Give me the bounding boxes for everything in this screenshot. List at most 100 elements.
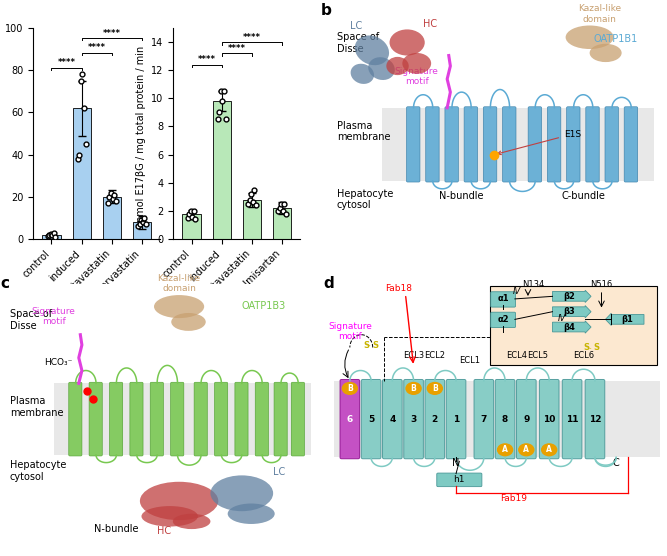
FancyBboxPatch shape: [548, 107, 561, 182]
Text: N516: N516: [590, 280, 612, 289]
Text: B: B: [347, 384, 353, 393]
FancyBboxPatch shape: [562, 379, 582, 459]
FancyBboxPatch shape: [406, 107, 420, 182]
FancyBboxPatch shape: [194, 383, 207, 456]
Ellipse shape: [171, 313, 205, 331]
Text: ****: ****: [103, 29, 121, 38]
Ellipse shape: [402, 53, 431, 74]
FancyBboxPatch shape: [540, 379, 559, 459]
Text: 9: 9: [523, 415, 530, 424]
FancyBboxPatch shape: [89, 383, 102, 456]
Bar: [273, 208, 291, 239]
FancyBboxPatch shape: [426, 107, 439, 182]
FancyBboxPatch shape: [502, 107, 516, 182]
FancyBboxPatch shape: [437, 473, 482, 486]
Y-axis label: pmol E17βG / mg total protein / min: pmol E17βG / mg total protein / min: [136, 46, 146, 221]
Ellipse shape: [227, 504, 275, 524]
Text: 4: 4: [389, 415, 396, 424]
Text: α2: α2: [498, 315, 509, 324]
FancyBboxPatch shape: [109, 383, 123, 456]
Text: Kazal-like
domain: Kazal-like domain: [578, 4, 621, 23]
Text: IV: IV: [514, 287, 522, 296]
Text: ECL1: ECL1: [459, 356, 480, 365]
Text: Kazal-like
domain: Kazal-like domain: [157, 274, 201, 293]
Text: ****: ****: [57, 58, 75, 67]
FancyBboxPatch shape: [215, 383, 227, 456]
Text: Signature
motif: Signature motif: [328, 322, 372, 341]
Text: C-bundle: C-bundle: [562, 191, 605, 201]
Text: ****: ****: [88, 43, 105, 52]
Ellipse shape: [390, 29, 425, 56]
Text: Space of
Disse: Space of Disse: [337, 32, 379, 53]
Text: 7: 7: [481, 415, 487, 424]
Text: HC: HC: [423, 19, 438, 29]
Text: S: S: [584, 343, 590, 352]
FancyBboxPatch shape: [130, 383, 143, 456]
Circle shape: [542, 444, 557, 456]
Text: N-bundle: N-bundle: [94, 524, 139, 534]
Circle shape: [519, 444, 534, 456]
Text: IV: IV: [558, 314, 566, 322]
FancyBboxPatch shape: [496, 379, 515, 459]
Text: A: A: [524, 445, 530, 454]
Text: N134: N134: [522, 280, 544, 289]
Text: S: S: [372, 340, 378, 350]
Ellipse shape: [154, 295, 204, 318]
Text: S: S: [594, 343, 600, 352]
Text: B: B: [411, 384, 416, 393]
Text: β1: β1: [622, 315, 634, 324]
Text: ECL4: ECL4: [506, 351, 527, 360]
FancyBboxPatch shape: [425, 379, 445, 459]
Bar: [490, 286, 657, 365]
Bar: [382, 108, 654, 181]
FancyBboxPatch shape: [383, 379, 402, 459]
FancyBboxPatch shape: [624, 107, 638, 182]
Ellipse shape: [590, 44, 622, 62]
Text: LC: LC: [350, 22, 362, 31]
Circle shape: [406, 383, 421, 394]
Text: ECL2: ECL2: [424, 351, 446, 360]
Bar: [213, 101, 231, 239]
FancyBboxPatch shape: [291, 383, 305, 456]
Bar: [334, 381, 660, 458]
FancyBboxPatch shape: [464, 107, 478, 182]
Ellipse shape: [210, 475, 273, 511]
FancyBboxPatch shape: [171, 383, 184, 456]
Text: 5: 5: [368, 415, 374, 424]
Circle shape: [498, 444, 513, 456]
Bar: [103, 197, 121, 239]
Text: 10: 10: [543, 415, 556, 424]
FancyBboxPatch shape: [528, 107, 542, 182]
Ellipse shape: [141, 506, 198, 527]
Text: 12: 12: [589, 415, 601, 424]
Text: Hepatocyte
cytosol: Hepatocyte cytosol: [337, 189, 393, 210]
Ellipse shape: [566, 26, 614, 49]
Text: 6: 6: [347, 415, 353, 424]
FancyBboxPatch shape: [445, 107, 458, 182]
Text: Space of
Disse: Space of Disse: [10, 309, 52, 331]
Ellipse shape: [355, 36, 389, 65]
Text: -: -: [589, 345, 592, 351]
Text: A: A: [502, 445, 508, 454]
Text: 8: 8: [502, 415, 508, 424]
Bar: [133, 222, 151, 239]
Ellipse shape: [140, 481, 218, 520]
Text: c: c: [1, 276, 9, 291]
FancyBboxPatch shape: [69, 383, 82, 456]
FancyArrow shape: [552, 306, 591, 318]
Text: 2: 2: [432, 415, 438, 424]
Text: N-bundle: N-bundle: [440, 191, 484, 201]
Text: b: b: [321, 3, 331, 18]
Text: S: S: [363, 340, 369, 350]
FancyBboxPatch shape: [566, 107, 580, 182]
Text: HC: HC: [157, 526, 171, 536]
Text: ****: ****: [228, 44, 245, 53]
Text: Fab19: Fab19: [500, 494, 527, 503]
Text: 3: 3: [410, 415, 417, 424]
Text: OATP1B3: OATP1B3: [241, 301, 286, 311]
FancyArrow shape: [606, 313, 644, 325]
Text: -: -: [368, 342, 370, 349]
FancyBboxPatch shape: [404, 379, 424, 459]
FancyBboxPatch shape: [516, 379, 536, 459]
FancyBboxPatch shape: [150, 383, 163, 456]
